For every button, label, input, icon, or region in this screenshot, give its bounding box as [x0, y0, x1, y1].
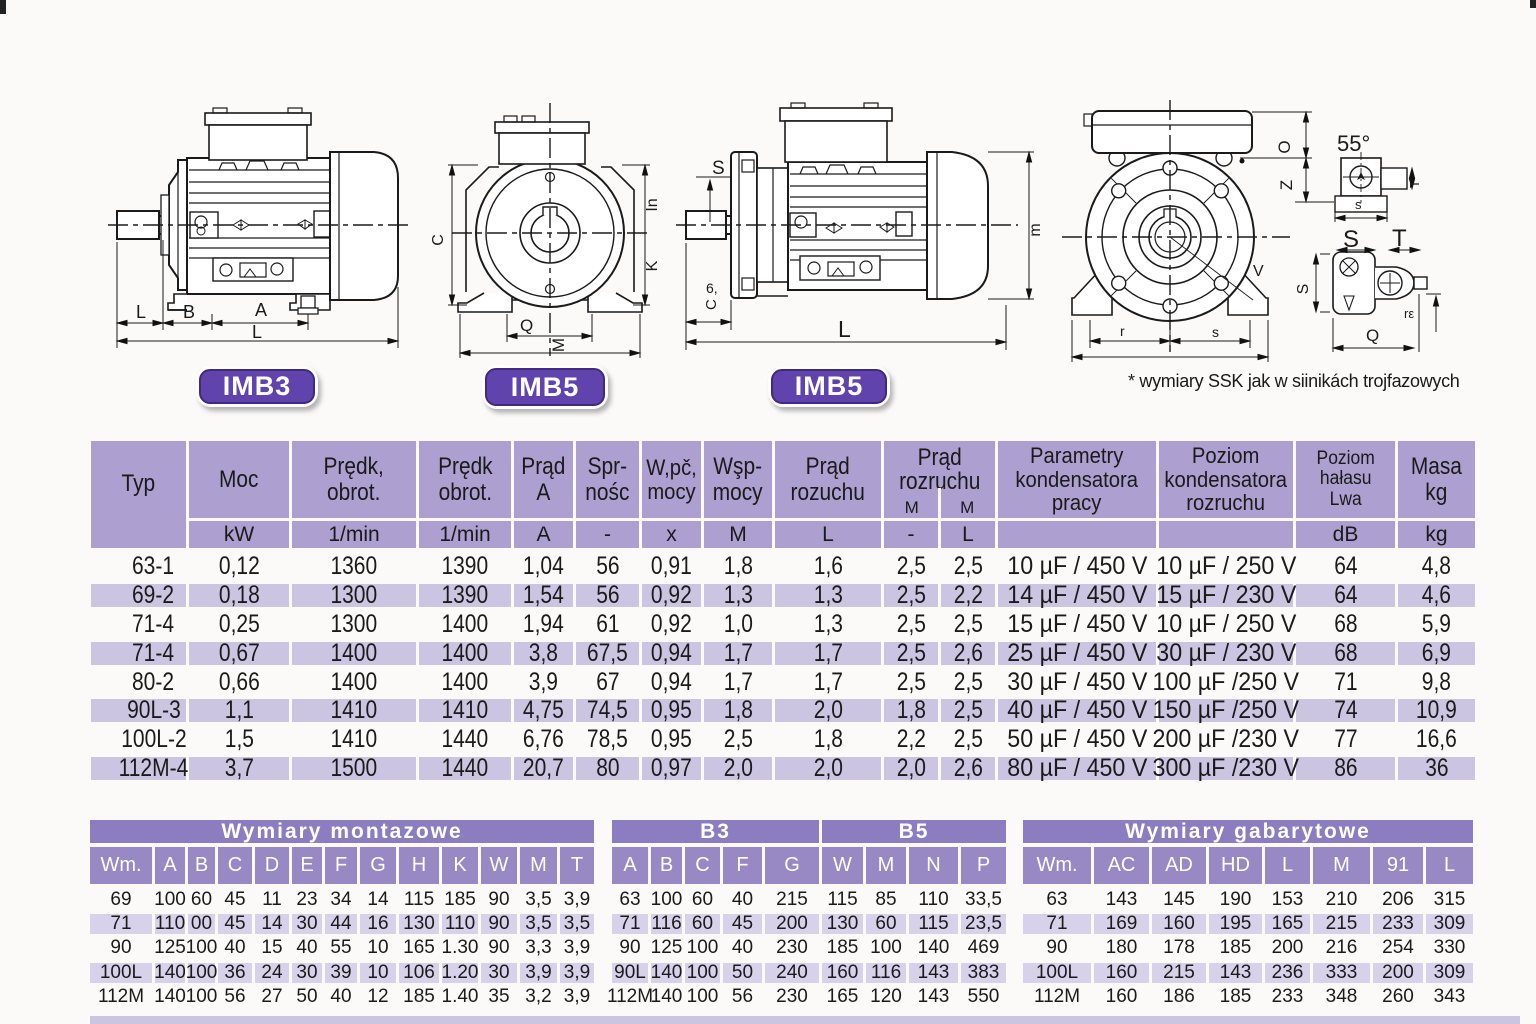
- svg-text:V: V: [1253, 263, 1264, 280]
- svg-text:T: T: [1407, 180, 1422, 188]
- svg-text:C: C: [430, 234, 447, 246]
- svg-text:A: A: [255, 300, 267, 320]
- svg-text:In: In: [644, 198, 661, 211]
- svg-text:m: m: [1027, 223, 1044, 236]
- svg-text:S: S: [1295, 284, 1312, 295]
- svg-text:Q: Q: [1366, 326, 1379, 345]
- svg-text:O: O: [1275, 140, 1294, 153]
- svg-text:s: s: [1355, 197, 1362, 212]
- svg-text:55°: 55°: [1337, 131, 1370, 156]
- svg-text:rε: rε: [1404, 306, 1414, 321]
- svg-text:Z: Z: [1277, 180, 1296, 190]
- svg-text:Q: Q: [520, 316, 533, 335]
- svg-text:T: T: [1392, 225, 1407, 252]
- svg-text:K: K: [644, 260, 661, 271]
- svg-text:s: s: [1212, 324, 1219, 340]
- svg-text:B: B: [183, 302, 195, 322]
- svg-text:L: L: [136, 302, 146, 322]
- svg-text:L: L: [838, 316, 851, 342]
- svg-text:M: M: [549, 338, 568, 352]
- svg-text:S: S: [712, 158, 725, 179]
- svg-text:S: S: [1343, 226, 1359, 253]
- svg-text:C: C: [703, 299, 720, 310]
- svg-text:L: L: [252, 322, 262, 342]
- svg-text:r: r: [1120, 323, 1125, 339]
- svg-text:6,: 6,: [706, 280, 718, 296]
